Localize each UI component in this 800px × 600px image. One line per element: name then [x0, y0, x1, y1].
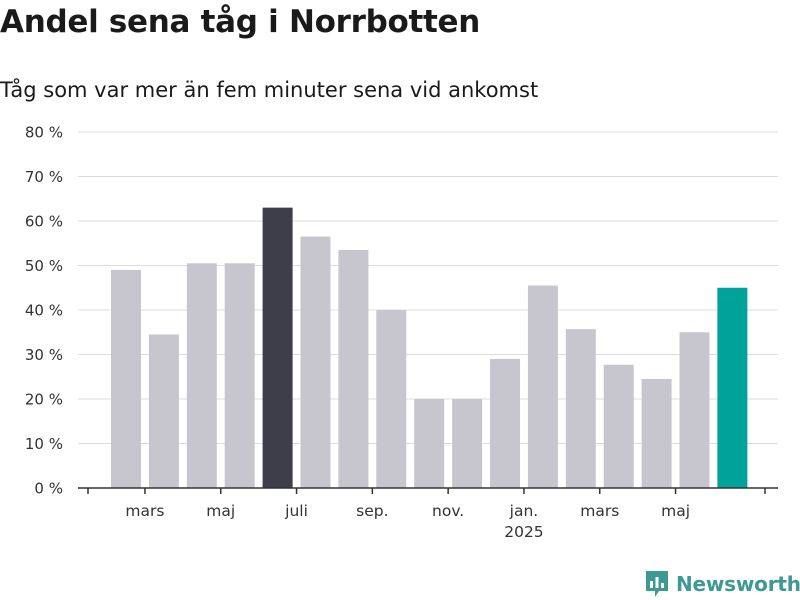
bar — [679, 332, 710, 488]
x-tick-label: maj — [206, 502, 235, 520]
x-tick-label: mars — [125, 502, 164, 520]
y-tick-label: 10 % — [25, 435, 63, 453]
y-tick-label: 80 % — [25, 124, 63, 142]
x-tick-labels: mars maj juli sep. nov. jan. 2025 mars maj — [125, 502, 690, 541]
chart-title: Andel sena tåg i Norrbotten — [0, 4, 481, 40]
x-tick-label: nov. — [432, 502, 464, 520]
y-tick-label: 20 % — [25, 391, 63, 409]
bar — [527, 285, 558, 488]
bar — [111, 269, 141, 488]
bar — [641, 378, 672, 488]
bar-chart-badge-icon — [646, 571, 668, 597]
bar — [300, 236, 331, 488]
y-tick-label: 60 % — [25, 213, 63, 231]
x-tick-label: mars — [580, 502, 619, 520]
x-tick-label: jan. — [509, 502, 539, 520]
y-tick-label: 30 % — [25, 346, 63, 364]
x-tick-year-label: 2025 — [504, 523, 543, 541]
bar — [490, 358, 520, 488]
logo-text: Newsworthy — [676, 572, 800, 596]
bar — [376, 310, 407, 488]
bar — [262, 207, 293, 488]
bar — [148, 334, 179, 488]
bar — [717, 287, 748, 488]
chart-subtitle: Tåg som var mer än fem minuter sena vid … — [0, 78, 539, 102]
bar — [224, 263, 255, 488]
bar — [338, 249, 369, 488]
y-tick-label: 50 % — [25, 257, 63, 275]
y-tick-label: 40 % — [25, 302, 63, 320]
y-tick-label: 0 % — [34, 480, 63, 498]
bar — [603, 364, 634, 488]
x-tick-label: juli — [284, 502, 308, 520]
x-tick-label: sep. — [356, 502, 388, 520]
bar — [186, 263, 217, 488]
bar — [414, 399, 445, 488]
bar — [452, 399, 483, 488]
y-tick-labels: 0 % 10 % 20 % 30 % 40 % 50 % 60 % 70 % 80 % — [25, 124, 63, 498]
gridlines — [78, 131, 778, 444]
bars — [111, 207, 748, 488]
x-axis — [78, 487, 778, 494]
x-tick-label: maj — [661, 502, 690, 520]
bar — [565, 329, 596, 488]
newsworthy-logo: Newsworthy — [644, 569, 800, 599]
y-tick-label: 70 % — [25, 168, 63, 186]
